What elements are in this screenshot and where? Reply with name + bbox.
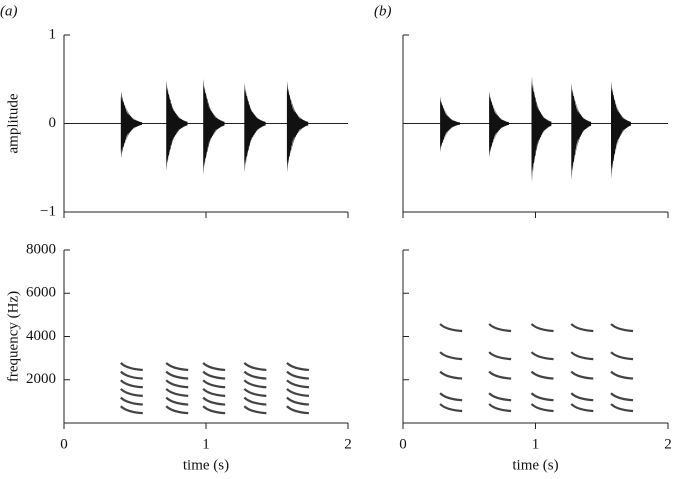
harmonic-streak [165, 370, 189, 380]
harmonic-streak [286, 388, 310, 397]
harmonic-streak [530, 370, 554, 380]
harmonic-streak [488, 403, 512, 413]
harmonic-streak [202, 370, 226, 380]
harmonic-streak [530, 323, 554, 333]
harmonic-streak [165, 388, 189, 397]
harmonic-streak [570, 392, 594, 402]
harmonic-streak [286, 370, 310, 380]
harmonic-streak [610, 323, 634, 333]
harmonic-streak [120, 405, 143, 415]
burst [286, 81, 309, 173]
burst [166, 80, 188, 171]
harmonic-streak [570, 370, 594, 380]
harmonic-streak [286, 379, 310, 389]
harmonic-streak [165, 405, 189, 415]
harmonic-streak [120, 362, 143, 372]
harmonic-streak [243, 388, 267, 397]
harmonic-streak [165, 379, 189, 389]
y-axis-label: amplitude [5, 93, 21, 153]
panel-label: (a) [0, 3, 18, 19]
x-tick-label: 2 [344, 436, 352, 452]
harmonic-streak [286, 396, 310, 406]
harmonic-streak [202, 405, 226, 415]
harmonic-streak [488, 351, 512, 361]
y-tick-label: 6000 [26, 285, 56, 301]
harmonic-streak [610, 351, 634, 361]
harmonic-streak [120, 379, 143, 389]
harmonic-streak [488, 370, 512, 380]
burst [531, 76, 552, 183]
x-tick-label: 1 [202, 436, 210, 452]
harmonic-streak [243, 379, 267, 389]
y-tick-label: 8000 [26, 241, 56, 257]
panel-label: (b) [374, 3, 392, 19]
harmonic-streak [488, 323, 512, 333]
burst [571, 82, 592, 181]
harmonic-streak [202, 362, 226, 372]
burst [120, 90, 143, 159]
harmonic-streak [530, 392, 554, 402]
harmonic-streak [439, 351, 463, 361]
y-tick-label: 0 [49, 115, 57, 131]
harmonic-streak [570, 351, 594, 361]
y-tick-label: 4000 [26, 328, 56, 344]
harmonic-streak [439, 403, 463, 413]
harmonic-streak [202, 379, 226, 389]
harmonic-streak [610, 370, 634, 380]
y-tick-label: 1 [49, 26, 57, 42]
burst [440, 96, 460, 152]
harmonic-streak [120, 388, 143, 397]
harmonic-streak [243, 396, 267, 406]
harmonic-streak [120, 396, 143, 406]
harmonic-streak [530, 351, 554, 361]
harmonic-streak [530, 403, 554, 413]
harmonic-streak [439, 392, 463, 402]
harmonic-streak [202, 396, 226, 406]
harmonic-streak [243, 362, 267, 372]
harmonic-streak [165, 396, 189, 406]
x-tick-label: 2 [664, 436, 672, 452]
harmonic-streak [286, 362, 310, 372]
y-tick-label: 2000 [26, 371, 56, 387]
harmonic-streak [439, 323, 463, 333]
harmonic-streak [120, 370, 143, 380]
burst [489, 90, 509, 158]
x-tick-label: 0 [60, 436, 68, 452]
harmonic-streak [243, 405, 267, 415]
harmonic-streak [570, 403, 594, 413]
x-tick-label: 1 [532, 436, 540, 452]
burst [611, 81, 631, 179]
harmonic-streak [286, 405, 310, 415]
harmonic-streak [165, 362, 189, 372]
x-axis-label: time (s) [183, 457, 229, 473]
y-axis-label: frequency (Hz) [5, 291, 21, 382]
harmonic-streak [243, 370, 267, 380]
harmonic-streak [439, 370, 463, 380]
x-axis-label: time (s) [512, 457, 558, 473]
x-tick-label: 0 [399, 436, 407, 452]
harmonic-streak [570, 323, 594, 333]
burst [244, 82, 266, 173]
harmonic-streak [202, 388, 226, 397]
harmonic-streak [488, 392, 512, 402]
harmonic-streak [610, 392, 634, 402]
harmonic-streak [610, 403, 634, 413]
y-tick-label: −1 [40, 203, 56, 219]
burst [203, 78, 225, 175]
